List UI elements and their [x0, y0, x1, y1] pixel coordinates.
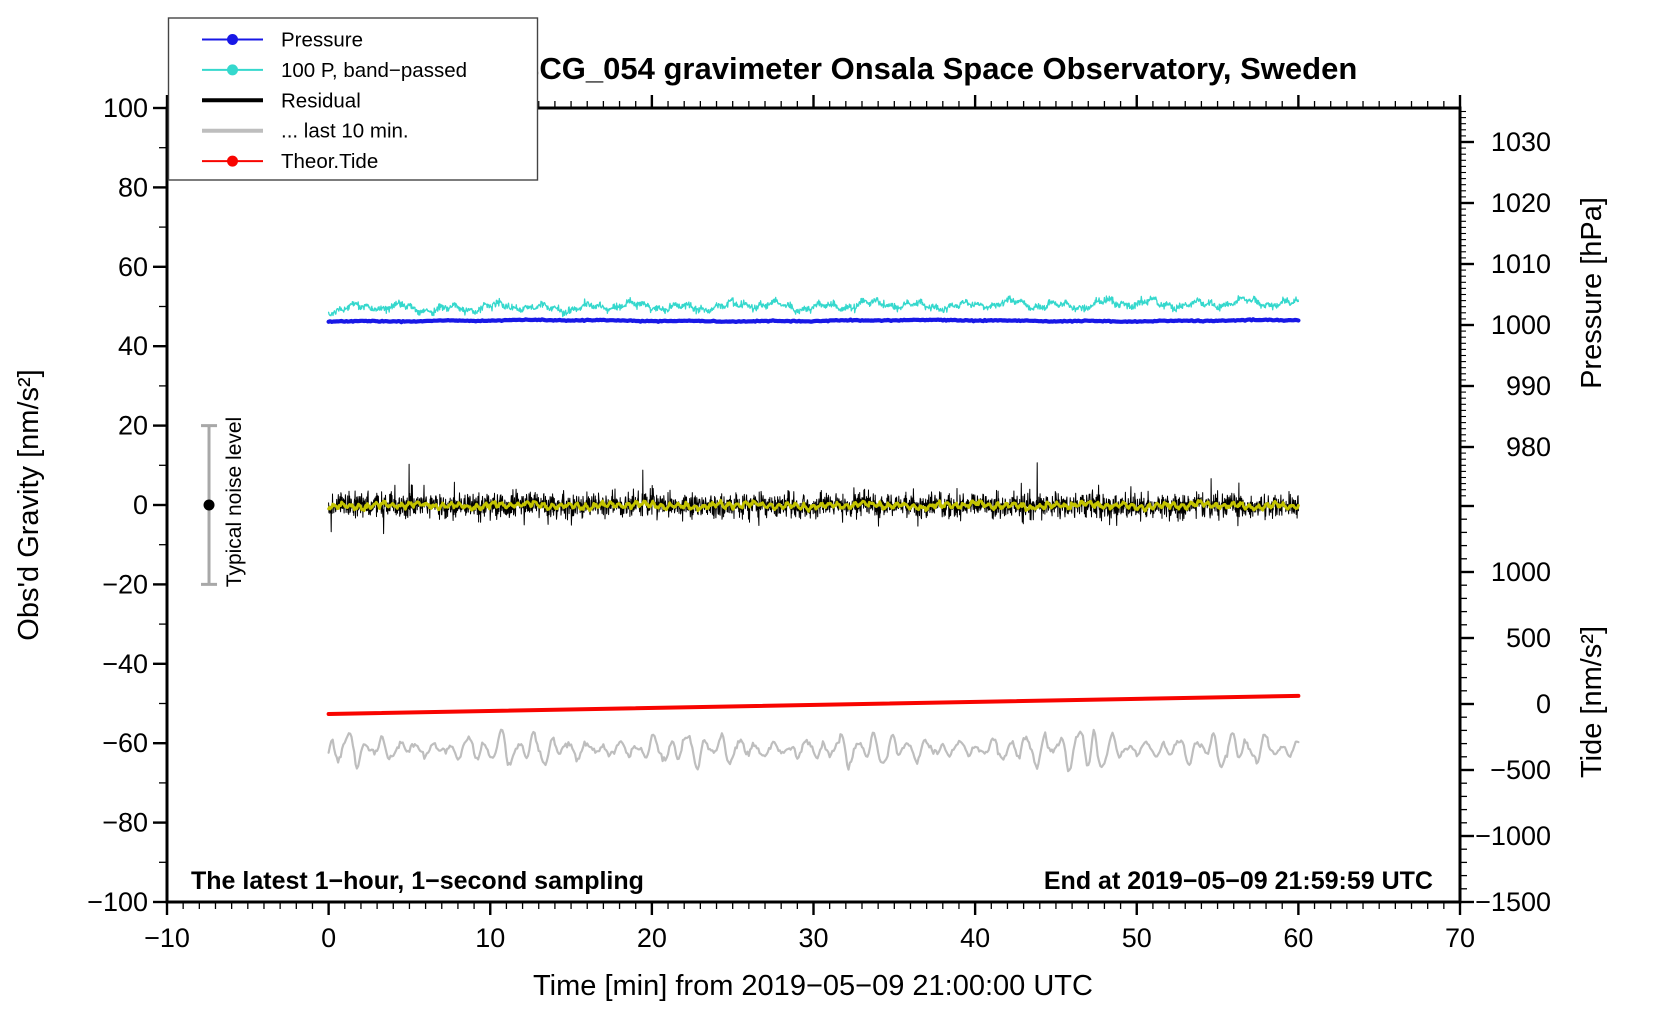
gravity-tick-label: 0 [133, 490, 148, 520]
noise-level-label: Typical noise level [223, 417, 246, 587]
x-tick-label: 60 [1283, 923, 1313, 953]
x-tick-label: 40 [960, 923, 990, 953]
pressure-tick-label: 990 [1506, 371, 1551, 401]
gravity-tick-label: −40 [102, 649, 148, 679]
data-series-layer [326, 295, 1301, 773]
legend-item-label: Residual [281, 89, 361, 112]
axis-ticks [153, 95, 1474, 915]
tide-tick-label: −500 [1490, 755, 1551, 785]
gravity-tick-label: −20 [102, 569, 148, 599]
pressure-tick-label: 1010 [1491, 249, 1551, 279]
gravity-tick-label: 20 [118, 411, 148, 441]
gravity-tick-label: −60 [102, 728, 148, 758]
y-left-axis-title: Obs'd Gravity [nm/s²] [13, 369, 45, 640]
legend-sample-dot [227, 155, 238, 167]
axis-tick-labels: −10 0 10 20 30 40 50 60 70100806040200−20−40−60−… [87, 93, 1551, 953]
gravity-tick-label: 60 [118, 252, 148, 282]
x-tick-label: 10 [475, 923, 505, 953]
legend-item-label: 100 P, band−passed [281, 59, 467, 82]
gravity-tick-label: 40 [118, 331, 148, 361]
legend-item-label: Pressure [281, 29, 363, 52]
gravity-tick-label: 80 [118, 172, 148, 202]
annotation-end-time: End at 2019−05−09 21:59:59 UTC [1044, 867, 1433, 895]
series-band-passed-pressure [327, 295, 1300, 318]
x-tick-label: −10 [144, 923, 190, 953]
pressure-tick-label: 1020 [1491, 188, 1551, 218]
x-axis-title: Time [min] from 2019−05−09 21:00:00 UTC [533, 970, 1093, 1002]
legend-item-label: Theor.Tide [281, 150, 378, 173]
series-residual [328, 462, 1299, 535]
pressure-tick-label: 1000 [1491, 310, 1551, 340]
tide-tick-label: 1000 [1491, 557, 1551, 587]
annotation-sampling: The latest 1−hour, 1−second sampling [191, 867, 644, 895]
legend-sample-dot [227, 64, 238, 76]
noise-bar-center-dot [203, 499, 215, 511]
tide-tick-label: 0 [1536, 689, 1551, 719]
series-pressure [326, 317, 1301, 325]
series-residual-smoothed [327, 498, 1300, 513]
series-last-10-min [327, 728, 1300, 773]
x-tick-label: 50 [1122, 923, 1152, 953]
x-tick-label: 20 [637, 923, 667, 953]
chart-title: SCG_054 gravimeter Onsala Space Observat… [519, 51, 1358, 86]
pressure-axis-title: Pressure [hPa] [1576, 197, 1608, 389]
tide-tick-label: 500 [1506, 623, 1551, 653]
typical-noise-level-errorbar [201, 424, 218, 586]
series-theor-tide [326, 693, 1301, 716]
x-tick-label: 0 [321, 923, 336, 953]
legend-sample-dot [227, 34, 238, 45]
tide-axis-title: Tide [nm/s²] [1576, 626, 1608, 778]
x-tick-label: 30 [798, 923, 828, 953]
legend: Pressure 100 P, band−passed Residual ... la… [167, 17, 539, 181]
tide-tick-label: −1500 [1475, 887, 1551, 917]
gravity-tick-label: −80 [102, 808, 148, 838]
legend-item-label: ... last 10 min. [281, 120, 409, 143]
tide-tick-label: −1000 [1475, 821, 1551, 851]
gravity-tick-label: 100 [103, 93, 148, 123]
pressure-tick-label: 980 [1506, 432, 1551, 462]
x-tick-label: 70 [1445, 923, 1475, 953]
gravity-tick-label: −100 [87, 887, 148, 917]
pressure-tick-label: 1030 [1491, 127, 1551, 157]
